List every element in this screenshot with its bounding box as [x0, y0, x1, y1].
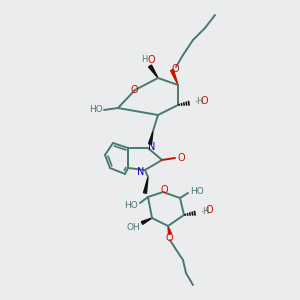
Text: ·: ·	[196, 97, 199, 107]
Text: O: O	[205, 205, 213, 215]
Text: H: H	[202, 206, 208, 215]
Text: O: O	[147, 55, 155, 65]
Text: O: O	[130, 85, 138, 95]
Polygon shape	[168, 226, 172, 234]
Polygon shape	[141, 218, 152, 224]
Text: O: O	[200, 96, 208, 106]
Polygon shape	[148, 131, 153, 144]
Polygon shape	[148, 65, 158, 78]
Polygon shape	[143, 177, 148, 193]
Text: H: H	[141, 56, 147, 64]
Text: O: O	[177, 153, 185, 163]
Text: HO: HO	[124, 202, 138, 211]
Text: ·: ·	[202, 207, 205, 217]
Text: H: H	[196, 97, 202, 106]
Polygon shape	[171, 69, 178, 85]
Text: HO: HO	[190, 187, 204, 196]
Text: O: O	[165, 233, 173, 243]
Text: HO: HO	[89, 106, 103, 115]
Text: OH: OH	[126, 224, 140, 232]
Text: O: O	[160, 185, 168, 195]
Text: O: O	[171, 64, 179, 74]
Text: N: N	[137, 167, 145, 177]
Text: N: N	[148, 142, 156, 152]
